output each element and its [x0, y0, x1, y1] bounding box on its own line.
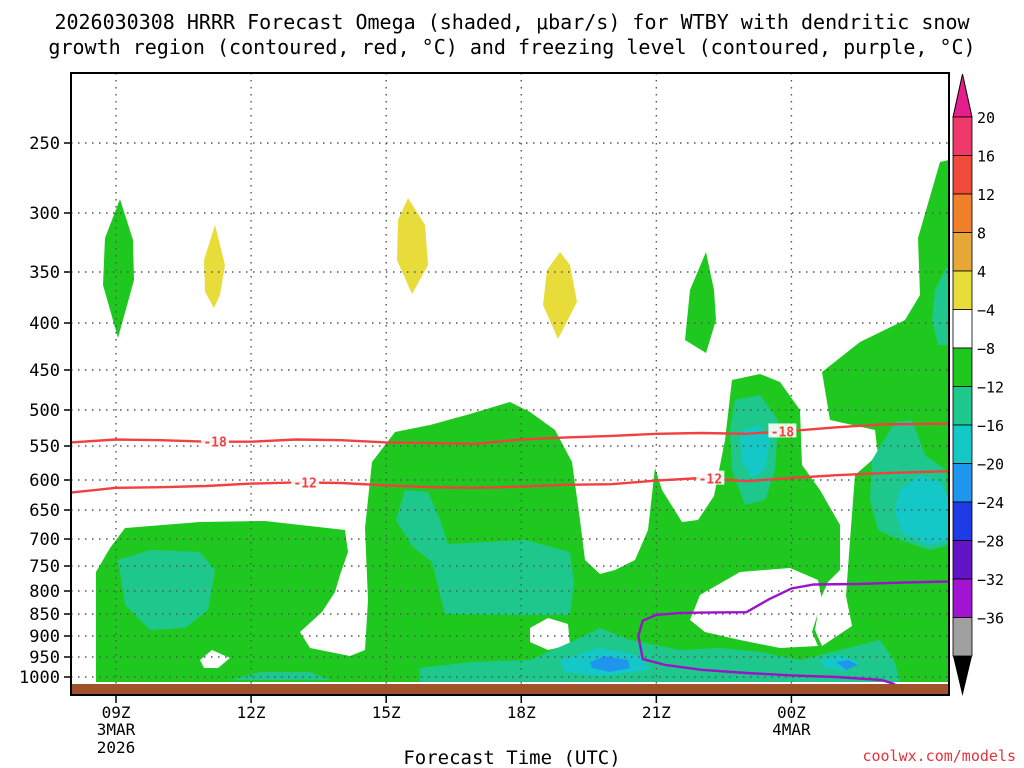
contour-label: -18 — [203, 436, 227, 451]
omega-region-yellow-2 — [397, 198, 428, 294]
y-tick-label: 250 — [29, 134, 60, 154]
colorbar-swatch — [952, 347, 973, 387]
colorbar-label: −12 — [977, 379, 1004, 397]
contour-label: -12 — [293, 477, 316, 492]
plot-area: -18 -18 -12 -12 — [71, 73, 949, 695]
colorbar-swatch — [952, 155, 973, 195]
omega-region-cyan-2 — [740, 425, 770, 478]
x-tick-label: 12Z — [237, 703, 266, 722]
y-tick-label: 400 — [29, 314, 60, 334]
colorbar-label: −32 — [977, 571, 1004, 589]
colorbar-top-arrow — [952, 73, 973, 118]
y-axis: 2503003504004505005506006507007508008509… — [19, 134, 71, 688]
credit-text: coolwx.com/models — [862, 747, 1016, 765]
contour-label-bg — [768, 423, 797, 438]
x-axis-title: Forecast Time (UTC) — [403, 747, 620, 768]
x-tick-label: 15Z — [372, 703, 401, 722]
y-tick-label: 450 — [29, 361, 60, 381]
colorbar-label: −4 — [977, 302, 995, 320]
colorbar-label: −16 — [977, 417, 1004, 435]
contour-line — [637, 580, 949, 686]
omega-region-blue-1 — [590, 656, 630, 672]
colorbar-swatch — [952, 116, 973, 156]
y-tick-label: 1000 — [19, 668, 60, 688]
omega-region-blue-2 — [836, 660, 858, 670]
contour-label: -18 — [771, 425, 795, 440]
omega-region-teal-2 — [396, 490, 574, 615]
colorbar-label: 16 — [977, 148, 995, 166]
colorbar-swatch — [952, 270, 973, 310]
y-tick-label: 800 — [29, 582, 60, 602]
colorbar-swatch — [952, 501, 973, 541]
colorbar-label: −8 — [977, 340, 995, 358]
colorbar-swatch — [952, 193, 973, 233]
y-tick-label: 850 — [29, 605, 60, 625]
omega-hole-1 — [310, 612, 362, 640]
gridlines — [71, 73, 949, 695]
x-tick-label: 09Z — [102, 703, 131, 722]
colorbar-label: 12 — [977, 186, 995, 204]
colorbar-label: −28 — [977, 533, 1004, 551]
contour-label-bg — [696, 470, 725, 485]
plot-frame — [70, 72, 950, 696]
colorbar-label: −24 — [977, 494, 1004, 512]
colorbar-swatch — [952, 578, 973, 618]
omega-region-green-09z — [103, 199, 134, 338]
omega-region-green-low — [96, 160, 949, 682]
omega-region-yellow-3 — [543, 252, 577, 339]
colorbar-swatch — [952, 309, 973, 349]
y-tick-label: 600 — [29, 471, 60, 491]
y-tick-label: 700 — [29, 530, 60, 550]
omega-hole-2 — [200, 650, 230, 668]
contour-label-bg — [291, 474, 320, 489]
omega-region-teal-6 — [230, 672, 330, 680]
colorbar-swatch — [952, 232, 973, 272]
x-tick-date: 4MAR — [772, 720, 811, 739]
ground-surface — [71, 684, 949, 695]
omega-region-teal-5 — [932, 268, 949, 345]
colorbar-label: 4 — [977, 263, 986, 281]
colorbar-swatch — [952, 386, 973, 426]
omega-region-teal-7 — [420, 628, 900, 682]
x-tick-year: 2026 — [97, 738, 136, 757]
x-tick-label: 18Z — [507, 703, 536, 722]
y-tick-label: 650 — [29, 501, 60, 521]
colorbar-label: 20 — [977, 109, 995, 127]
x-tick-date: 3MAR — [97, 720, 136, 739]
y-tick-label: 550 — [29, 437, 60, 457]
omega-hole-3 — [530, 618, 570, 650]
omega-region-yellow-1 — [204, 225, 225, 308]
y-tick-label: 350 — [29, 263, 60, 283]
colorbar-label: 8 — [977, 225, 986, 243]
contour-label: -12 — [699, 473, 722, 488]
colorbar: 20 16 12 8 4 −4 −8 −12 −16 −20 −24 −28 −32 −36 — [952, 73, 1004, 696]
contour-line — [71, 470, 949, 494]
omega-region-cyan-1 — [895, 475, 949, 545]
colorbar-swatch — [952, 617, 973, 657]
title-line-1: 2026030308 HRRR Forecast Omega (shaded, … — [54, 10, 970, 34]
contour-label-bg — [201, 433, 230, 448]
omega-shading — [96, 160, 949, 682]
x-tick-label: 00Z — [777, 703, 806, 722]
colorbar-label: −36 — [977, 610, 1004, 628]
colorbar-swatch — [952, 463, 973, 503]
omega-region-teal-1 — [118, 550, 215, 630]
title-line-2: growth region (contoured, red, °C) and f… — [48, 35, 975, 59]
contour-lines: -18 -18 -12 -12 — [71, 422, 949, 686]
colorbar-bottom-arrow — [953, 656, 972, 696]
omega-region-green-21z — [685, 252, 716, 353]
colorbar-swatch — [952, 424, 973, 464]
colorbar-label: −20 — [977, 456, 1004, 474]
colorbar-swatch — [952, 540, 973, 580]
y-tick-label: 500 — [29, 401, 60, 421]
y-tick-label: 950 — [29, 648, 60, 668]
y-tick-label: 750 — [29, 557, 60, 577]
y-tick-label: 300 — [29, 204, 60, 224]
x-tick-label: 21Z — [642, 703, 671, 722]
y-tick-label: 900 — [29, 627, 60, 647]
